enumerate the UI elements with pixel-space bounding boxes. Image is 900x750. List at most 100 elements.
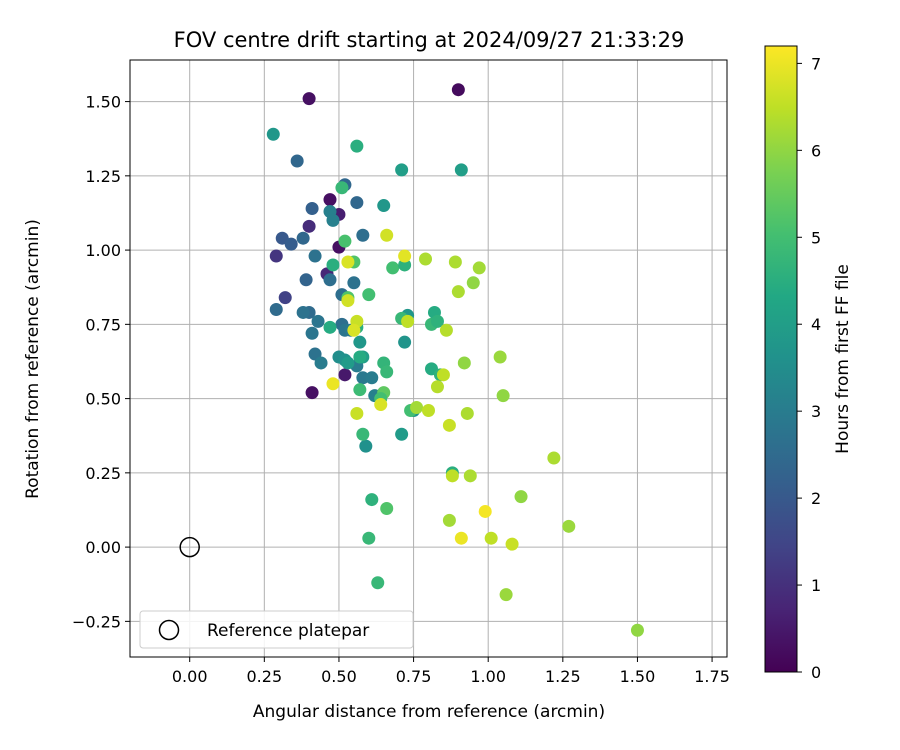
reference-marker-group	[179, 536, 200, 558]
colorbar-tick-label: 2	[811, 489, 821, 508]
data-point	[365, 371, 379, 385]
legend: Reference platepar	[139, 610, 414, 649]
x-tick-label: 1.75	[694, 667, 730, 686]
data-point	[398, 258, 412, 272]
data-point	[269, 302, 283, 316]
data-point	[478, 504, 492, 518]
data-point	[496, 389, 510, 403]
data-point	[305, 202, 319, 216]
data-point	[439, 323, 453, 337]
data-point	[430, 380, 444, 394]
plot-area-frame	[129, 59, 728, 658]
data-point	[410, 401, 424, 415]
data-point	[269, 249, 283, 263]
data-point	[353, 335, 367, 349]
data-point	[350, 196, 364, 210]
data-point	[362, 288, 376, 302]
data-point	[305, 326, 319, 340]
data-point	[311, 314, 325, 328]
data-point	[472, 261, 486, 275]
data-point	[323, 193, 337, 207]
data-point	[493, 350, 507, 364]
legend-box	[139, 610, 414, 649]
data-point	[305, 386, 319, 400]
data-point	[353, 350, 367, 364]
colorbar-tick-label: 6	[811, 141, 821, 160]
data-point	[547, 451, 561, 465]
y-tick-label: 0.50	[85, 390, 121, 409]
data-point	[362, 531, 376, 545]
data-point	[296, 305, 310, 319]
x-tick-label: 0.25	[247, 667, 283, 686]
y-axis-ticks: −0.25 0.00 0.25 0.50 0.75 1.00 1.25 1.50	[72, 93, 130, 631]
data-point	[356, 427, 370, 441]
y-tick-label: 1.00	[85, 241, 121, 260]
data-point	[341, 356, 355, 370]
data-point	[356, 228, 370, 242]
colorbar-label: Hours from first FF file	[833, 264, 853, 454]
x-axis-ticks: 0.00 0.25 0.50 0.75 1.00 1.25 1.50 1.75	[172, 657, 730, 686]
data-point	[562, 519, 576, 533]
colorbar-tick-label: 5	[811, 228, 821, 247]
data-point	[445, 469, 459, 483]
colorbar-tick-label: 1	[811, 576, 821, 595]
data-point	[335, 181, 349, 195]
data-point	[442, 418, 456, 432]
data-point	[460, 406, 474, 420]
data-point	[347, 276, 361, 290]
data-point	[296, 231, 310, 245]
data-point	[299, 273, 313, 287]
data-point	[356, 371, 370, 385]
colorbar-tick-label: 3	[811, 402, 821, 421]
data-point	[401, 314, 415, 328]
data-point	[457, 356, 471, 370]
data-point	[284, 237, 298, 251]
data-point	[365, 493, 379, 507]
data-point	[451, 285, 465, 299]
data-point	[454, 531, 468, 545]
data-point	[350, 139, 364, 153]
data-point	[359, 439, 373, 453]
legend-marker	[158, 619, 180, 641]
legend-label: Reference platepar	[207, 621, 369, 641]
data-point	[353, 383, 367, 397]
data-point	[505, 537, 519, 551]
x-tick-label: 1.50	[620, 667, 656, 686]
data-point	[430, 314, 444, 328]
data-point	[338, 368, 352, 382]
data-point	[302, 92, 316, 106]
data-point	[380, 365, 394, 379]
data-point	[374, 398, 388, 412]
data-point	[463, 469, 477, 483]
colorbar-ticks: 0 1 2 3 4 5 6 7	[797, 54, 821, 682]
data-point	[466, 276, 480, 290]
colorbar-tick-label: 4	[811, 315, 821, 334]
data-point	[302, 219, 316, 233]
data-point	[422, 403, 435, 417]
data-point	[314, 356, 328, 370]
data-point	[499, 588, 513, 602]
data-points	[266, 83, 644, 637]
x-tick-label: 0.00	[172, 667, 208, 686]
colorbar-tick-label: 7	[811, 54, 821, 73]
y-tick-label: 1.25	[85, 167, 121, 186]
data-point	[278, 291, 292, 305]
data-point	[442, 513, 456, 527]
data-point	[630, 623, 644, 637]
data-point	[308, 249, 322, 263]
x-tick-label: 1.25	[545, 667, 581, 686]
data-point	[395, 427, 409, 441]
data-point	[514, 490, 528, 504]
data-point	[350, 406, 364, 420]
data-point	[326, 377, 340, 391]
data-point	[326, 258, 340, 272]
data-point	[398, 249, 412, 263]
data-point	[371, 576, 385, 590]
data-point	[266, 127, 280, 141]
data-point	[341, 255, 355, 269]
data-point	[386, 261, 400, 275]
data-point	[395, 163, 409, 177]
y-tick-label: 0.75	[85, 315, 121, 334]
data-point	[338, 234, 352, 248]
